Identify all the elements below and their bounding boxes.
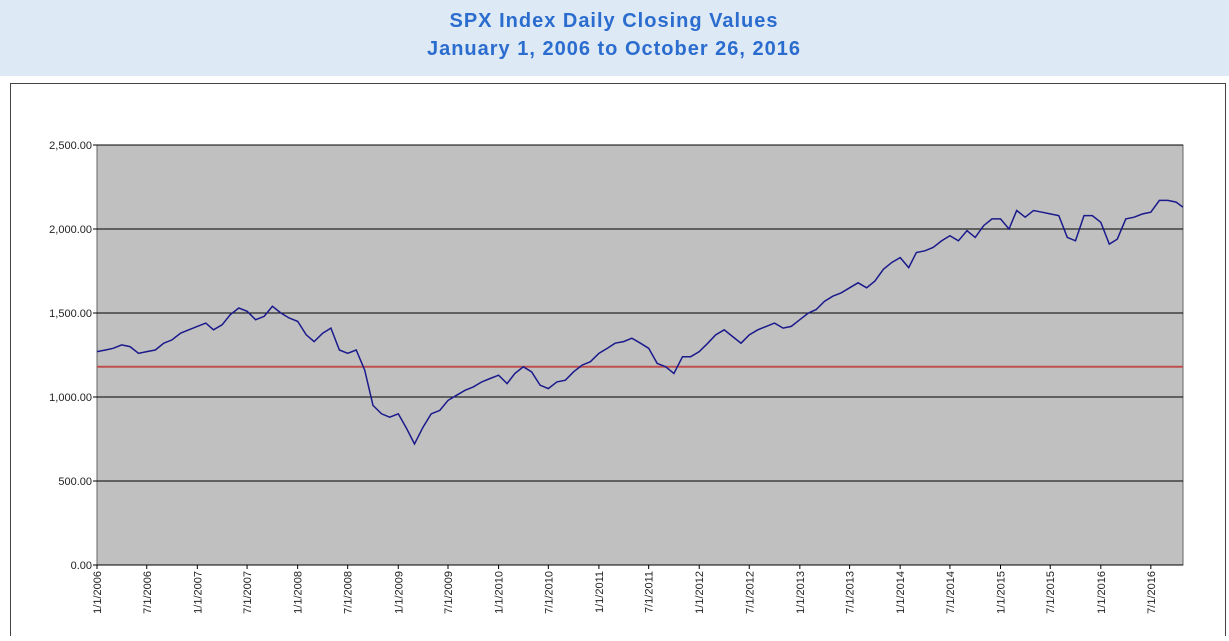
x-tick-label: 1/1/2007 [192, 571, 204, 614]
x-tick-label: 1/1/2014 [895, 571, 907, 614]
x-tick-label: 1/1/2011 [594, 571, 606, 613]
x-tick-label: 7/1/2006 [142, 571, 154, 614]
x-tick-label: 1/1/2013 [795, 571, 807, 614]
x-tick-label: 7/1/2012 [744, 571, 756, 614]
x-tick-label: 7/1/2008 [343, 571, 355, 614]
y-tick-label: 1,500.00 [49, 308, 92, 320]
x-tick-label: 7/1/2010 [543, 571, 555, 614]
x-tick-label: 1/1/2016 [1096, 571, 1108, 614]
chart-subtitle: January 1, 2006 to October 26, 2016 [427, 38, 801, 60]
x-tick-label: 7/1/2014 [945, 571, 957, 614]
line-series [96, 199, 1184, 446]
x-tick-label: 1/1/2015 [995, 571, 1007, 614]
x-tick-label: 7/1/2009 [443, 571, 455, 614]
x-tick-label: 1/1/2008 [293, 571, 305, 614]
chart-title: SPX Index Daily Closing Values [450, 10, 779, 32]
y-tick-label: 2,000.00 [49, 224, 92, 236]
x-tick-label: 1/1/2012 [694, 571, 706, 614]
y-tick-label: 0.00 [71, 560, 92, 572]
x-tick-label: 7/1/2011 [644, 571, 656, 613]
x-tick-label: 7/1/2016 [1146, 571, 1158, 614]
x-tick-label: 7/1/2015 [1045, 571, 1057, 614]
x-tick-label: 7/1/2013 [845, 571, 857, 614]
title-band [0, 0, 1229, 76]
plot-area [96, 144, 1184, 566]
y-tick-label: 2,500.00 [49, 140, 92, 152]
x-tick-label: 1/1/2006 [92, 571, 104, 614]
x-tick-label: 1/1/2010 [494, 571, 506, 614]
x-tick-label: 1/1/2009 [393, 571, 405, 614]
y-tick-label: 1,000.00 [49, 392, 92, 404]
y-tick-label: 500.00 [58, 476, 92, 488]
x-tick-label: 7/1/2007 [242, 571, 254, 614]
